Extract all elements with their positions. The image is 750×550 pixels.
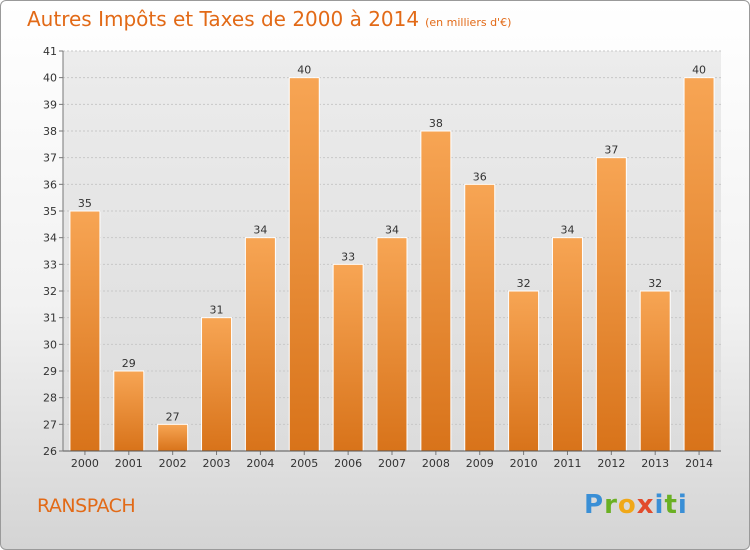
x-tick-label: 2001	[115, 457, 143, 470]
bar-value-label: 40	[297, 64, 311, 77]
x-tick-label: 2013	[641, 457, 669, 470]
proxiti-logo: Proxiti	[584, 490, 688, 520]
bar-2012	[595, 157, 627, 452]
bar-2004	[244, 237, 276, 452]
bar-value-label: 35	[78, 197, 92, 210]
y-tick-label: 35	[43, 205, 57, 218]
x-tick-label: 2007	[378, 457, 406, 470]
bar-2000	[69, 210, 101, 452]
bar-2002	[157, 423, 189, 452]
logo-letter: x	[636, 490, 655, 520]
bar-2005	[288, 77, 320, 452]
bar-value-label: 38	[429, 117, 443, 130]
y-tick-label: 32	[43, 285, 57, 298]
bar-value-label: 31	[210, 304, 224, 317]
y-tick-label: 40	[43, 72, 57, 85]
bar-2007	[376, 237, 408, 452]
bar-2009	[464, 183, 496, 452]
y-tick-label: 36	[43, 178, 57, 191]
chart-title-text: Autres Impôts et Taxes de 2000 à 2014	[27, 7, 420, 31]
x-tick-label: 2012	[597, 457, 625, 470]
x-tick-label: 2009	[466, 457, 494, 470]
bar-2003	[201, 317, 233, 452]
logo-letter: P	[584, 490, 605, 520]
bar-value-label: 33	[341, 250, 355, 263]
bar-value-label: 32	[648, 277, 662, 290]
bar-2001	[113, 370, 145, 452]
y-tick-label: 26	[43, 445, 57, 458]
bar-2006	[332, 263, 364, 452]
x-tick-label: 2008	[422, 457, 450, 470]
x-tick-label: 2006	[334, 457, 362, 470]
logo-letter: o	[617, 490, 637, 520]
chart-subtitle: (en milliers d'€)	[425, 16, 512, 29]
y-tick-label: 41	[43, 45, 57, 58]
x-tick-label: 2010	[510, 457, 538, 470]
y-tick-label: 37	[43, 152, 57, 165]
bar-2010	[508, 290, 540, 452]
bar-2013	[639, 290, 671, 452]
logo-letter: i	[654, 490, 665, 520]
y-axis: 26 27 28 29 30 31 32 33 34 35 36 37 38 39 40 41	[43, 45, 63, 458]
x-tick-label: 2000	[71, 457, 99, 470]
logo-letter: r	[604, 490, 618, 520]
y-tick-label: 27	[43, 418, 57, 431]
bar-2011	[551, 237, 583, 452]
x-tick-label: 2004	[246, 457, 274, 470]
bar-value-label: 40	[692, 64, 706, 77]
chart-title: Autres Impôts et Taxes de 2000 à 2014 (en…	[27, 7, 511, 31]
bar-2014	[683, 77, 715, 452]
bar-value-label: 34	[560, 224, 574, 237]
commune-name: RANSPACH	[37, 495, 136, 517]
y-tick-label: 33	[43, 258, 57, 271]
y-tick-label: 38	[43, 125, 57, 138]
y-tick-label: 29	[43, 365, 57, 378]
y-tick-label: 34	[43, 232, 57, 245]
bar-value-label: 36	[473, 170, 487, 183]
bar-value-label: 29	[122, 357, 136, 370]
bar-value-label: 32	[517, 277, 531, 290]
bar-value-label: 34	[385, 224, 399, 237]
y-tick-label: 28	[43, 392, 57, 405]
x-tick-label: 2005	[290, 457, 318, 470]
y-tick-label: 30	[43, 338, 57, 351]
bar-value-label: 37	[604, 144, 618, 157]
y-tick-label: 31	[43, 312, 57, 325]
x-tick-label: 2011	[553, 457, 581, 470]
x-tick-label: 2003	[203, 457, 231, 470]
logo-letter: i	[677, 490, 688, 520]
bar-value-label: 34	[253, 224, 267, 237]
bar-2008	[420, 130, 452, 452]
x-tick-label: 2014	[685, 457, 713, 470]
x-tick-label: 2002	[159, 457, 187, 470]
x-axis: 2000 2001 2002 2003 2004 2005 2006 2007 2008 2009…	[71, 451, 713, 470]
bar-value-label: 27	[166, 410, 180, 423]
y-tick-label: 39	[43, 98, 57, 111]
logo-letter: t	[664, 490, 678, 520]
